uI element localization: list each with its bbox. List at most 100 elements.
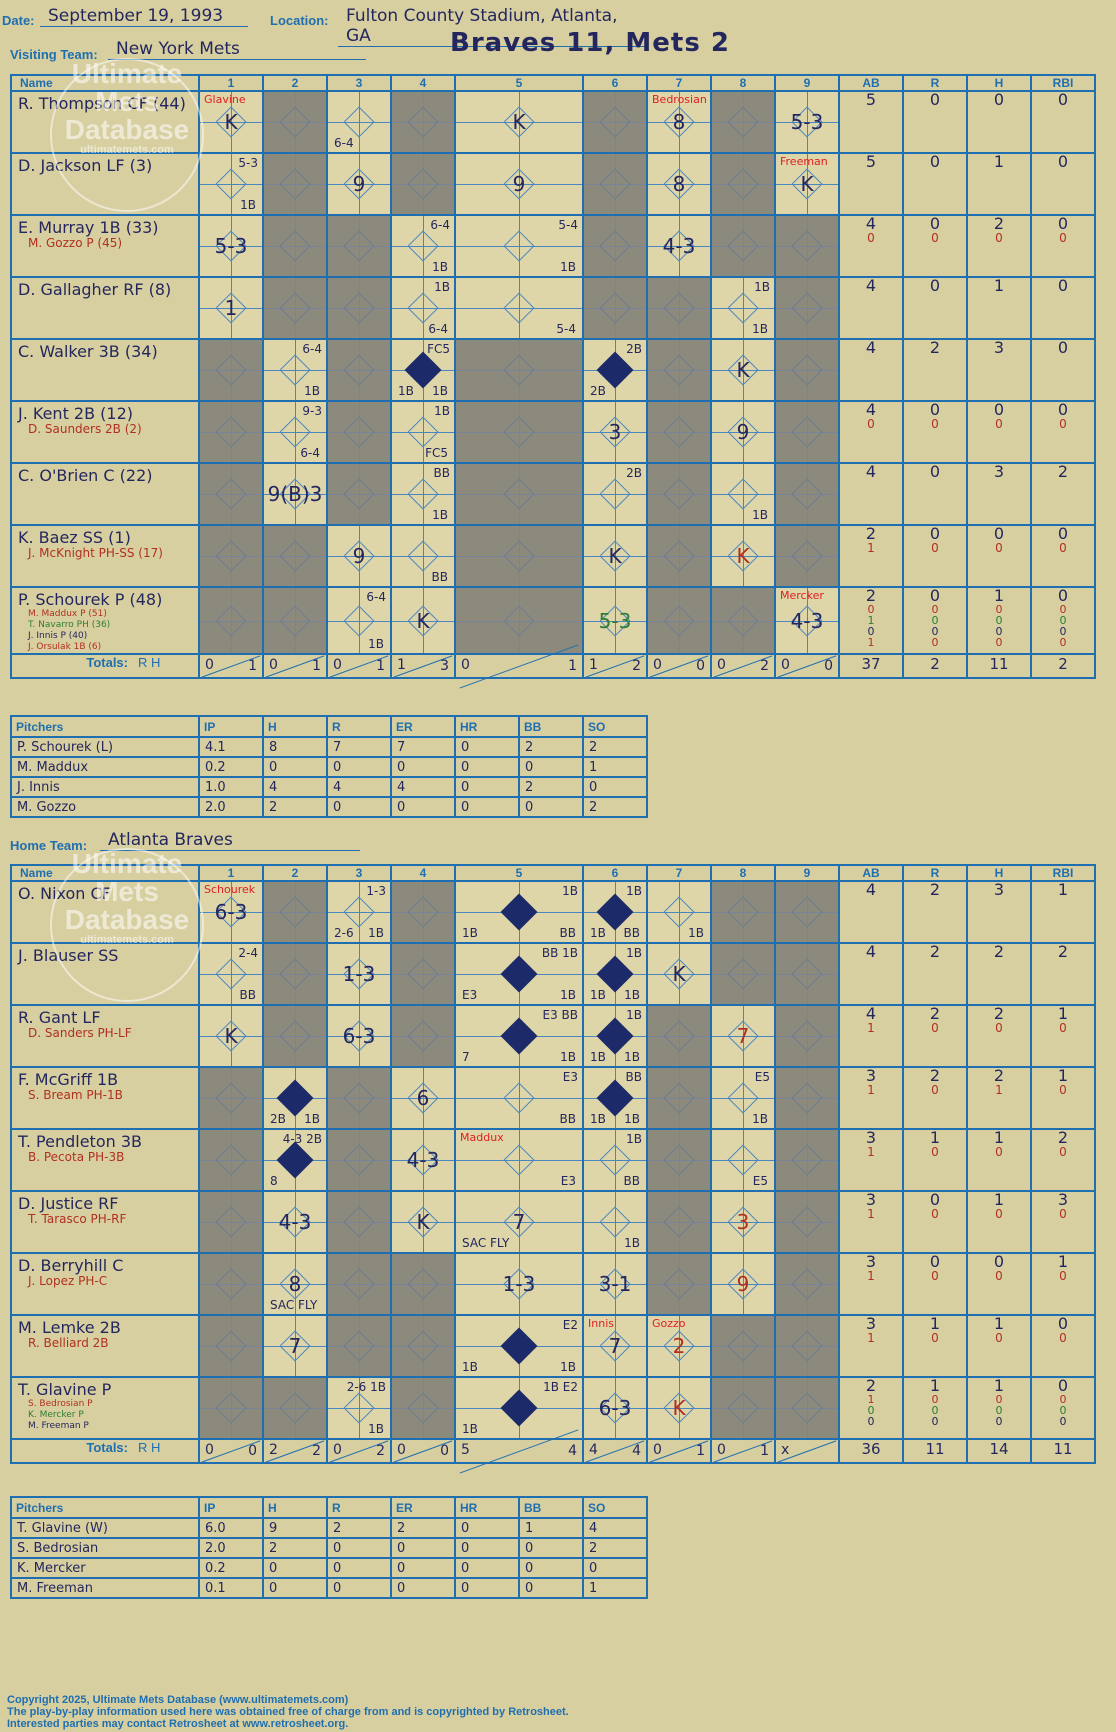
at-bat-cell: 1B [646, 880, 712, 944]
base-diamond [343, 1144, 375, 1176]
at-bat-cell [774, 1066, 840, 1130]
cell-guide-line [807, 154, 808, 214]
at-bat-cell [774, 942, 840, 1006]
run-scored-diamond [596, 893, 634, 931]
batting-stat: 4 [865, 400, 877, 419]
base-diamond [343, 354, 375, 386]
batting-stat: 0 [1059, 417, 1067, 431]
base-note: 1B [434, 404, 450, 418]
cell-guide-line [679, 92, 680, 152]
base-diamond [599, 106, 631, 138]
cell-guide-line [679, 278, 680, 338]
base-note: SAC FLY [462, 1236, 510, 1250]
cell-guide-line [423, 588, 424, 653]
at-bat-result: 5-3 [790, 110, 824, 134]
base-diamond [503, 354, 535, 386]
batting-stat: 2 [929, 1004, 941, 1023]
home-scorecard: Name 1 2 3 4 5 6 7 8 9 AB R H RBI O. Nixon CF Schourek 6… [10, 864, 1096, 1464]
batting-stat: 0 [929, 276, 941, 295]
cell-guide-line [807, 402, 808, 462]
col-header-inning: 9 [774, 864, 840, 882]
pitching-stat: 0 [326, 1537, 392, 1559]
batting-stat: 0 [929, 586, 941, 605]
at-bat-cell: K [390, 1190, 456, 1254]
batter-name-cell: P. Schourek P (48) M. Maddux P (51) T. Nav… [10, 586, 200, 655]
at-bat-cell [326, 1066, 392, 1130]
pitching-stat: 0 [390, 1537, 456, 1559]
pitching-stat: 2 [326, 1517, 392, 1539]
at-bat-cell: Maddux E3 [454, 1128, 584, 1192]
at-bat-cell [646, 524, 712, 588]
cell-guide-line [743, 944, 744, 1004]
inning-runs: x [781, 1442, 790, 1458]
batting-stat: 3 [993, 338, 1005, 357]
base-note: 1B [560, 1050, 576, 1064]
inning-runs: 1 [397, 657, 406, 673]
at-bat-cell [390, 152, 456, 216]
inning-hits: 2 [312, 1443, 321, 1459]
base-note: 1B [590, 988, 606, 1002]
batting-stat: 2 [1057, 462, 1069, 481]
pitching-stat: 0.1 [198, 1577, 264, 1599]
pitching-stat: 0 [518, 1557, 584, 1579]
batting-stat-cell: 0 [1030, 152, 1096, 216]
base-diamond [279, 230, 311, 262]
pitching-stat: 2 [262, 1537, 328, 1559]
batter-name-cell: D. Justice RF T. Tarasco PH-RF [10, 1190, 200, 1254]
batting-stat: 0 [929, 152, 941, 171]
substitute-name: D. Sanders PH-LF [28, 1026, 132, 1040]
base-note: 6-4 [300, 446, 320, 460]
at-bat-cell: 6-3 [326, 1004, 392, 1068]
at-bat-cell: 9 [326, 152, 392, 216]
at-bat-cell: K [646, 942, 712, 1006]
batting-stat: 0 [993, 1252, 1005, 1271]
base-diamond [343, 416, 375, 448]
cell-guide-line [231, 1378, 232, 1438]
at-bat-cell: 1B [710, 462, 776, 526]
batting-stat: 0 [931, 614, 939, 627]
inning-hits: 1 [376, 658, 385, 674]
batting-stat-cell: 1 [966, 152, 1032, 216]
batting-stat: 1 [993, 586, 1005, 605]
base-diamond [727, 1144, 759, 1176]
batting-stat: 0 [867, 1415, 875, 1428]
base-diamond [503, 416, 535, 448]
batter-name-cell: F. McGriff 1B S. Bream PH-1B [10, 1066, 200, 1130]
base-diamond [343, 106, 375, 138]
run-scored-diamond [404, 351, 442, 389]
base-note: BB [433, 466, 450, 480]
col-header-inning: 7 [646, 864, 712, 882]
substitute-name: J. Orsulak 1B (6) [28, 642, 102, 652]
pitching-stat: 0 [582, 776, 648, 798]
stat-total: 11 [902, 1438, 968, 1464]
at-bat-result: 1 [224, 296, 238, 320]
base-note: 1B [432, 260, 448, 274]
cell-guide-line [807, 1192, 808, 1252]
pitching-stat: 0 [518, 756, 584, 778]
at-bat-result: 4-3 [278, 1210, 312, 1234]
base-diamond [663, 354, 695, 386]
cell-guide-line [743, 1254, 744, 1314]
col-header-stat: R [902, 74, 968, 92]
cell-guide-line [423, 1378, 424, 1438]
base-diamond [503, 230, 535, 262]
base-diamond [663, 478, 695, 510]
at-bat-result: K [416, 608, 430, 633]
col-header-stat: RBI [1030, 864, 1096, 882]
base-diamond [215, 1330, 247, 1362]
inning-runs: 0 [397, 1442, 406, 1458]
at-bat-cell: 4-3 [646, 214, 712, 278]
batting-stat-cell: 5 [838, 90, 904, 154]
cell-guide-line [743, 92, 744, 152]
inning-hits: 1 [568, 658, 577, 674]
pitching-stat: 6.0 [198, 1517, 264, 1539]
watermark-logo-home: Ultimate Mets Database ultimatemets.com [50, 848, 204, 1002]
at-bat-cell: E3 BB [454, 1066, 584, 1130]
pitching-stat: 2.0 [198, 796, 264, 818]
at-bat-result: 9 [736, 420, 750, 444]
cell-guide-line [807, 1378, 808, 1438]
